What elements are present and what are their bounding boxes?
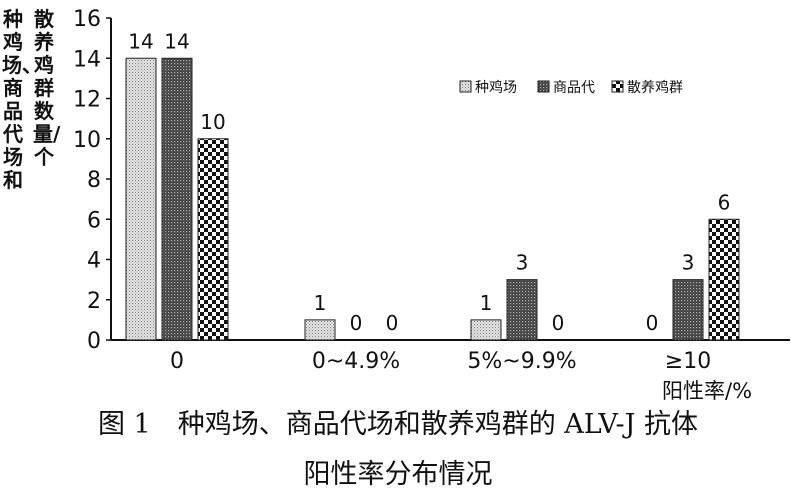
y-tick-label: 10	[73, 128, 101, 153]
data-label: 0	[350, 311, 363, 335]
data-label: 14	[128, 29, 153, 53]
bar	[506, 279, 538, 341]
data-label: 0	[552, 311, 565, 335]
y-axis-label-line-1: 种鸡场、商品代场和	[2, 7, 42, 192]
bar	[672, 279, 704, 341]
x-tick-label: 0~4.9%	[312, 349, 400, 374]
y-tick-label: 14	[73, 47, 101, 72]
figure-caption-line-1: 图 1 种鸡场、商品代场和散养鸡群的 ALV-J 抗体	[97, 409, 699, 440]
y-tick-label: 4	[87, 249, 101, 274]
y-tick-label: 0	[87, 329, 101, 354]
legend-label: 种鸡场	[475, 79, 517, 96]
bar	[197, 138, 229, 341]
y-tick-label: 6	[87, 208, 101, 233]
legend-label: 商品代	[553, 80, 595, 96]
bar	[708, 218, 740, 341]
legend-swatch	[459, 80, 472, 93]
x-tick-label: ≥10	[665, 349, 711, 374]
data-label: 14	[164, 29, 189, 53]
data-label: 1	[480, 291, 493, 315]
data-label: 3	[516, 251, 529, 275]
x-tick-label: 0	[170, 349, 184, 374]
x-tick-label: 5%~9.9%	[467, 349, 576, 374]
legend-swatch	[611, 80, 624, 93]
data-label: 0	[386, 311, 399, 335]
y-tick-label: 2	[87, 289, 101, 314]
legend-label: 散养鸡群	[627, 79, 683, 96]
legend: 种鸡场 商品代 散养鸡群	[459, 79, 683, 96]
y-tick-label: 8	[87, 168, 101, 193]
y-axis-label-line-2: 散养鸡群数量/个	[33, 7, 61, 169]
figure-caption-line-2: 阳性率分布情况	[303, 459, 493, 490]
data-label: 0	[646, 311, 659, 335]
data-label: 6	[718, 190, 731, 214]
y-tick-label: 12	[73, 88, 101, 113]
data-label: 10	[200, 110, 225, 134]
legend-swatch	[537, 80, 550, 93]
x-axis-label: 阳性率/%	[662, 379, 753, 403]
bar	[470, 319, 502, 341]
y-tick-label: 16	[73, 7, 101, 32]
data-label: 3	[682, 251, 695, 275]
bar	[304, 319, 336, 341]
bar	[125, 57, 157, 341]
bar	[161, 57, 193, 341]
data-label: 1	[314, 291, 327, 315]
